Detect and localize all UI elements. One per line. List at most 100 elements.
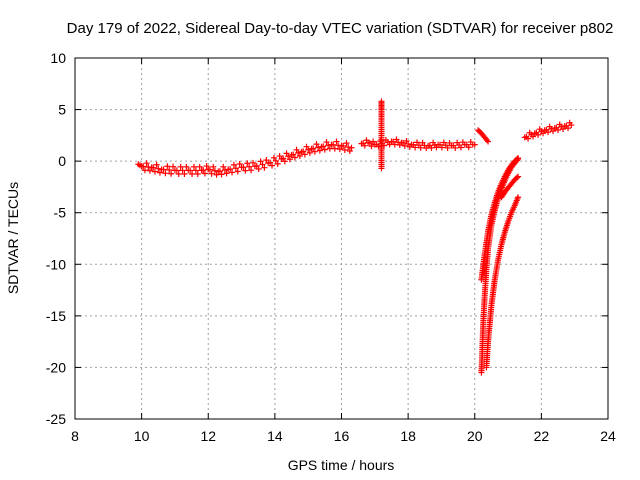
data-point: [276, 153, 283, 160]
data-point: [515, 194, 522, 201]
data-point: [444, 144, 451, 151]
data-point: [221, 167, 228, 174]
data-point: [515, 155, 522, 162]
data-point: [164, 163, 171, 170]
data-point: [274, 160, 281, 167]
y-tick-label: -20: [46, 359, 66, 375]
data-point: [242, 167, 249, 174]
data-point: [296, 152, 303, 159]
data-point: [303, 143, 310, 150]
data-point: [236, 161, 243, 168]
data-point: [568, 122, 575, 129]
data-point: [249, 159, 256, 166]
data-points: [135, 98, 575, 376]
data-point: [555, 127, 562, 134]
data-point: [263, 157, 270, 164]
data-point: [545, 129, 552, 136]
data-point: [192, 167, 199, 174]
data-point: [378, 165, 385, 172]
data-point: [281, 158, 288, 165]
data-point: [293, 146, 300, 153]
data-point: [457, 144, 464, 151]
data-point: [230, 161, 237, 168]
x-tick-label: 14: [267, 428, 283, 444]
data-point: [323, 139, 330, 146]
data-point: [311, 148, 318, 155]
data-point: [175, 171, 182, 178]
data-point: [417, 144, 424, 151]
data-point: [208, 170, 215, 177]
data-point: [295, 149, 302, 156]
data-point: [210, 163, 217, 170]
data-point: [515, 173, 522, 180]
data-point: [361, 142, 368, 149]
data-point: [333, 138, 340, 145]
data-point: [321, 146, 328, 153]
data-point: [248, 167, 255, 174]
data-point: [540, 130, 547, 137]
x-tick-label: 10: [134, 428, 150, 444]
data-point: [267, 159, 274, 166]
data-point: [203, 163, 210, 170]
data-point: [216, 168, 223, 175]
x-tick-label: 16: [334, 428, 350, 444]
data-point: [166, 166, 173, 173]
y-tick-label: -10: [46, 256, 66, 272]
data-point: [336, 146, 343, 153]
data-point: [257, 158, 264, 165]
data-point: [301, 151, 308, 158]
y-tick-label: -15: [46, 308, 66, 324]
data-point: [155, 165, 162, 172]
data-point: [206, 166, 213, 173]
data-point: [146, 167, 153, 174]
data-point: [177, 163, 184, 170]
data-point: [530, 133, 537, 140]
y-axis-label: SDTVAR / TECUs: [5, 182, 21, 294]
data-point: [513, 174, 520, 181]
data-point: [244, 160, 251, 167]
data-point: [535, 131, 542, 138]
data-point: [291, 154, 298, 161]
data-point: [272, 157, 279, 164]
data-point: [162, 170, 169, 177]
data-point: [234, 168, 241, 175]
data-point: [168, 170, 175, 177]
data-point: [232, 165, 239, 172]
data-point: [313, 141, 320, 148]
data-point: [179, 167, 186, 174]
data-point: [316, 147, 323, 154]
data-point: [189, 171, 196, 178]
y-tick-label: -5: [54, 205, 67, 221]
x-tick-label: 12: [200, 428, 216, 444]
x-axis-label: GPS time / hours: [288, 457, 395, 473]
data-point: [240, 164, 247, 171]
data-point: [300, 148, 307, 155]
y-tick-label: 10: [50, 50, 66, 66]
y-tick-label: -25: [46, 411, 66, 427]
data-point: [286, 156, 293, 163]
data-point: [153, 161, 160, 168]
axis-ticks: 8 10 12 14 16 18 20 22 24 10 5 0 -5 -10 -15 -20 -25: [46, 50, 616, 444]
data-point: [341, 146, 348, 153]
data-point: [173, 167, 180, 174]
x-tick-label: 24: [600, 428, 616, 444]
data-point: [259, 161, 266, 168]
data-point: [412, 144, 419, 151]
data-point: [565, 125, 572, 132]
data-point: [253, 162, 260, 169]
data-point: [525, 135, 532, 142]
data-point: [438, 144, 445, 151]
data-point: [290, 151, 297, 158]
data-point: [143, 160, 150, 167]
y-tick-label: 5: [58, 102, 66, 118]
data-point: [200, 167, 207, 174]
data-point: [220, 163, 227, 170]
data-point: [513, 156, 520, 163]
data-point: [471, 141, 478, 148]
data-point: [269, 162, 276, 169]
data-point: [150, 164, 157, 171]
data-point: [183, 163, 190, 170]
data-point: [345, 144, 352, 151]
x-tick-label: 18: [400, 428, 416, 444]
